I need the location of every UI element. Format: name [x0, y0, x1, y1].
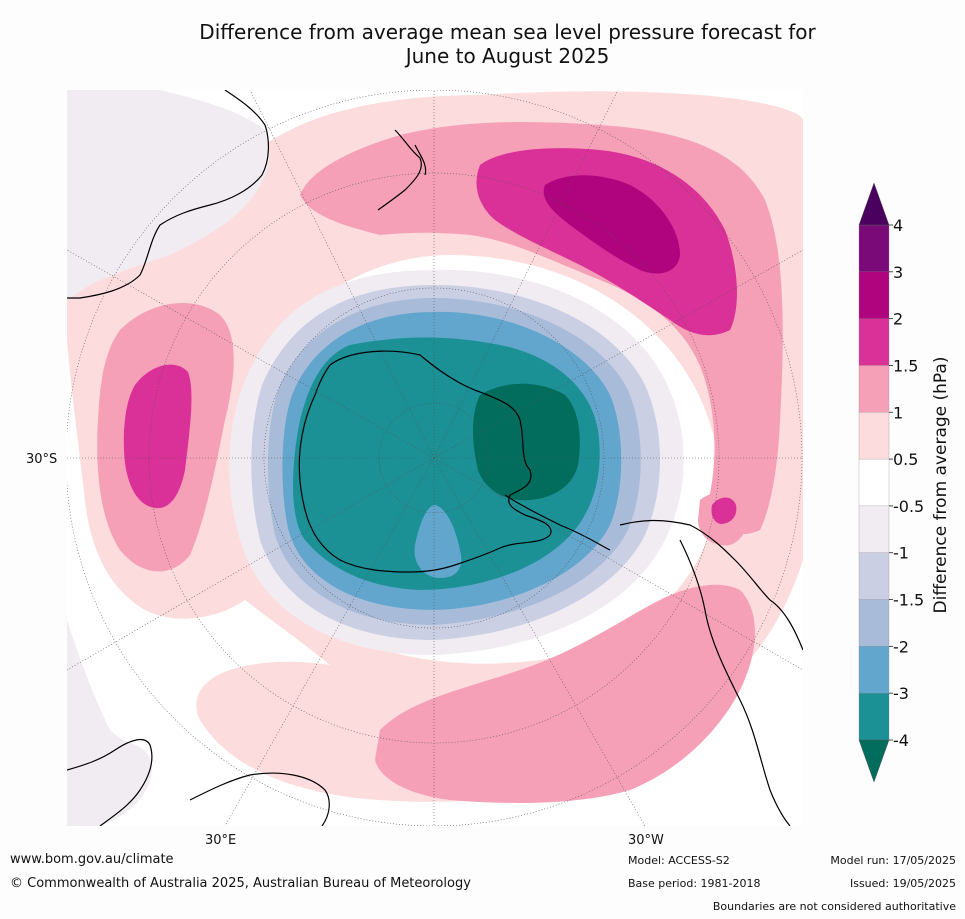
map-frame: [67, 90, 803, 826]
colorbar-segment: [858, 599, 890, 648]
map-title: Difference from average mean sea level p…: [100, 20, 915, 68]
colorbar-label: Difference from average (hPa): [931, 356, 951, 614]
website-link[interactable]: www.bom.gov.au/climate: [10, 852, 174, 867]
negative-core-beyond-4: [473, 383, 580, 501]
graticule: [67, 90, 803, 826]
colorbar-segment: [858, 412, 890, 460]
colorbar-tick-label: -2: [893, 637, 909, 656]
colorbar-segment: [858, 318, 890, 367]
colorbar-tick-label: 1.5: [893, 356, 918, 375]
coastline-madagascar: [189, 772, 330, 826]
coastline-new-zealand: [377, 129, 427, 211]
colorbar: 4 3 2 1.5 1 0.5 -0.5 -1 -1.5 -2 -3 -4: [858, 182, 924, 783]
colorbar-tick-label: -1.5: [893, 591, 924, 610]
colorbar-segments: [858, 224, 890, 741]
colorbar-tick-label: -4: [893, 731, 909, 750]
longitude-label-30e: 30°E: [205, 833, 237, 848]
colorbar-tick-label: 1: [893, 403, 903, 422]
coastline-south-america: [619, 519, 803, 826]
meridian-60w: [433, 457, 803, 671]
latitude-label-30s: 30°S: [26, 452, 58, 467]
coastline-antarctic-peninsula: [504, 494, 611, 551]
colorbar-segment: [858, 646, 890, 694]
colorbar-segment: [858, 365, 890, 413]
model-run-date: Model run: 17/05/2025: [830, 854, 956, 867]
colorbar-tick-label: 0.5: [893, 450, 918, 469]
colorbar-tick-label: 2: [893, 310, 903, 329]
colorbar-tick-label: 4: [893, 216, 903, 235]
model-name: Model: ACCESS-S2: [628, 854, 730, 867]
meridian-150w: [433, 90, 619, 459]
negative-notch-2-3: [414, 505, 462, 578]
colorbar-extend-top: [858, 182, 890, 226]
land-shading-africa: [67, 620, 152, 826]
latitude-circle-30s: [67, 90, 803, 826]
issued-date: Issued: 19/05/2025: [849, 877, 956, 890]
colorbar-tick-label: -1: [893, 544, 909, 563]
colorbar-segment: [858, 458, 890, 507]
land-shading-australia: [67, 90, 270, 300]
colorbar-ticks: 4 3 2 1.5 1 0.5 -0.5 -1 -1.5 -2 -3 -4: [889, 216, 924, 750]
positive-spot-1.5-2-east: [711, 497, 737, 524]
copyright-text: © Commonwealth of Australia 2025, Austra…: [10, 876, 471, 891]
coastline-antarctica: [298, 350, 552, 573]
colorbar-segment: [858, 271, 890, 320]
base-period: Base period: 1981-2018: [628, 877, 761, 890]
longitude-label-30w: 30°W: [628, 833, 664, 848]
meridian-150e: [249, 90, 435, 459]
colorbar-tick-label: 3: [893, 263, 903, 282]
colorbar-extend-bottom: [858, 739, 890, 783]
colorbar-tick-label: -0.5: [893, 497, 924, 516]
colorbar-segment: [858, 224, 890, 273]
colorbar-segment: [858, 552, 890, 601]
latitude-circle-60s: [263, 287, 605, 629]
meridian-120e: [67, 249, 435, 459]
positive-band-1.5-2-west: [123, 364, 192, 509]
map-title-line-2: June to August 2025: [405, 44, 610, 68]
coastline-africa: [67, 738, 153, 826]
positive-band-1-1.5-south: [375, 584, 755, 803]
colorbar-segment: [858, 505, 890, 554]
colorbar-segment: [858, 693, 890, 741]
colorbar-tick-label: -3: [893, 684, 909, 703]
map-title-line-1: Difference from average mean sea level p…: [199, 20, 816, 44]
coastlines: [67, 90, 803, 826]
positive-core-2-3: [543, 175, 680, 274]
coastline-australia: [67, 90, 269, 299]
boundaries-disclaimer: Boundaries are not considered authoritat…: [712, 900, 956, 913]
